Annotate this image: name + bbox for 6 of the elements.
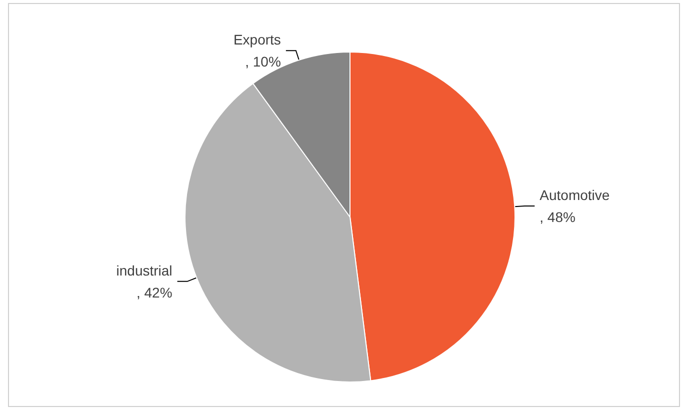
slice-label: Automotive [540, 187, 610, 204]
slice-label: Exports [233, 32, 281, 48]
data-label: , 48% [540, 209, 576, 226]
slice-label: industrial [116, 262, 172, 278]
data-label: , 10% [245, 54, 281, 70]
data-label: , 42% [136, 284, 172, 300]
